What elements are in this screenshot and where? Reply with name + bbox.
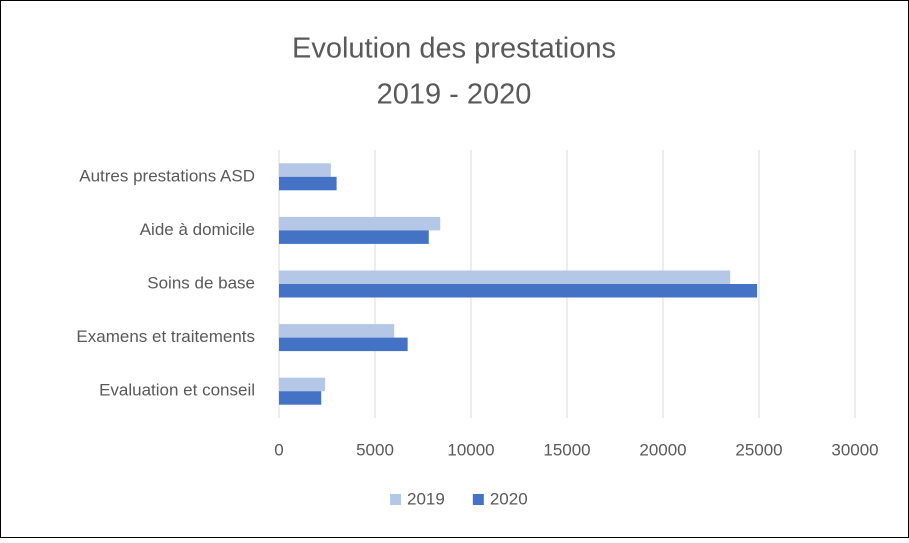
legend-swatch (472, 494, 484, 505)
chart-subtitle: 2019 - 2020 (377, 79, 532, 111)
legend-label: 2019 (407, 489, 445, 508)
chart-title: Evolution des prestations (292, 33, 616, 65)
bar (279, 391, 322, 405)
x-tick-label: 15000 (543, 440, 590, 459)
bar (279, 377, 326, 392)
x-tick-label: 30000 (831, 440, 878, 459)
x-tick-label: 20000 (639, 440, 686, 459)
x-tick-label: 5000 (356, 440, 394, 459)
bar (279, 284, 758, 298)
bar (279, 337, 408, 352)
bar (279, 163, 331, 177)
x-tick-label: 0 (274, 440, 283, 459)
bar (279, 216, 441, 231)
legend-label: 2020 (490, 489, 528, 508)
bar (279, 270, 731, 284)
x-tick-label: 25000 (735, 440, 782, 459)
y-tick-label: Examens et traitements (76, 327, 255, 346)
legend-swatch (390, 494, 401, 505)
bar (279, 324, 395, 338)
bar (279, 176, 337, 191)
x-tick-label: 10000 (447, 440, 494, 459)
y-tick-label: Evaluation et conseil (99, 381, 255, 400)
y-tick-label: Aide à domicile (140, 220, 255, 239)
y-tick-label: Autres prestations ASD (79, 166, 255, 185)
y-tick-label: Soins de base (147, 273, 255, 292)
bar (279, 230, 429, 244)
